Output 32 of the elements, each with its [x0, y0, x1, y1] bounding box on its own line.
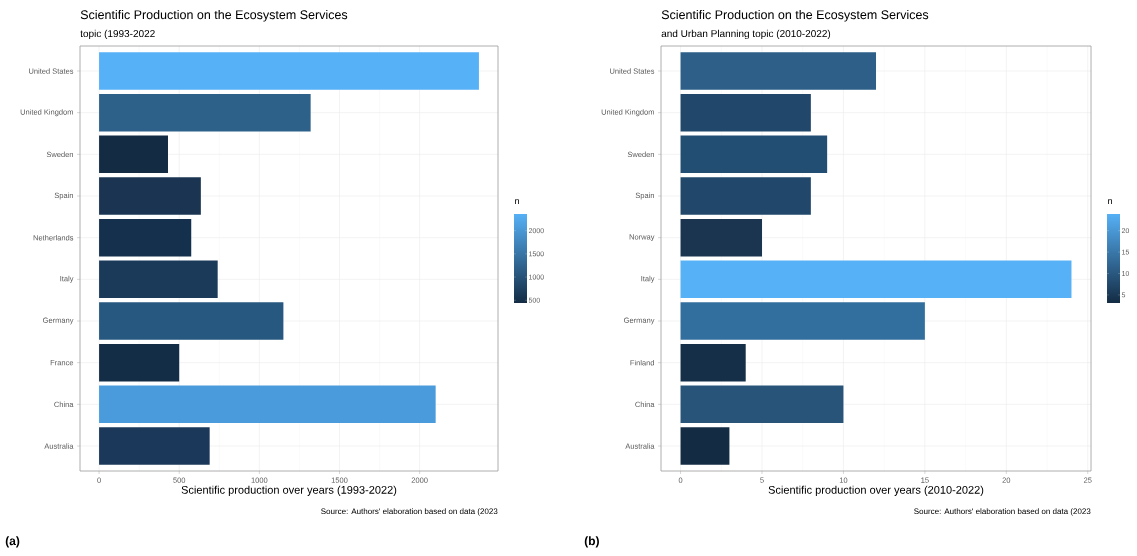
bar [99, 260, 218, 299]
bar [680, 52, 877, 90]
bar [99, 343, 180, 382]
bar [680, 218, 762, 257]
bar [680, 135, 828, 174]
bar [680, 343, 746, 382]
bar [99, 52, 479, 90]
chart-subtitle: and Urban Planning topic (2010-2022) [661, 29, 831, 40]
x-axis-title: Scientific production over years (2010-2022) [768, 485, 984, 496]
bar [99, 427, 210, 465]
bar [99, 135, 168, 174]
bar [680, 260, 1072, 299]
bar [680, 427, 730, 465]
source-note: Source: Authors' elaboration based on data (2023 [321, 508, 498, 516]
bar [99, 385, 436, 424]
bar [680, 93, 811, 132]
bar [680, 302, 925, 340]
bar [99, 302, 284, 340]
bar [680, 385, 844, 424]
x-axis-title: Scientific production over years (1993-2022) [181, 485, 397, 496]
text: (a) [5, 536, 20, 548]
chart-subtitle: topic (1993-2022 [80, 29, 155, 40]
text: (b) [584, 536, 599, 548]
bar [99, 93, 311, 132]
chart-title: Scientific Production on the Ecosystem Services [661, 9, 929, 22]
color-bar-title: n [515, 199, 519, 204]
bar [99, 177, 201, 215]
bar [99, 218, 192, 257]
color-bar-title: n [1108, 199, 1112, 204]
source-note: Source: Authors' elaboration based on data (2023 [914, 508, 1091, 516]
bar [680, 177, 811, 215]
chart-title: Scientific Production on the Ecosystem Services [80, 9, 348, 22]
